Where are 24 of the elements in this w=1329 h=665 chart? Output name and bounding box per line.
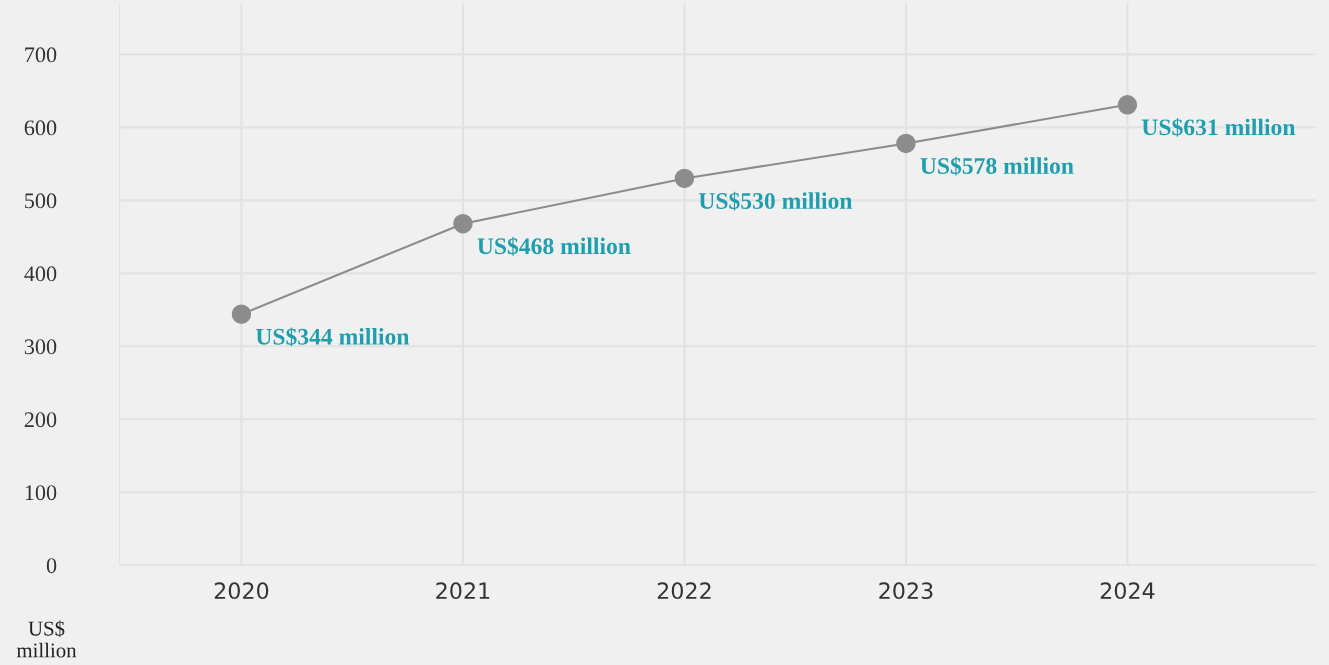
data-label: US$631 million bbox=[1141, 117, 1296, 137]
point bbox=[1117, 95, 1138, 115]
y-tick-label: 400 bbox=[24, 266, 57, 282]
y-tick-label: 200 bbox=[24, 412, 57, 428]
y-tick-label: 100 bbox=[25, 485, 57, 501]
data-label: US$530 million bbox=[698, 191, 853, 211]
x-tick-label: 2023 bbox=[879, 582, 933, 600]
y-axis-title: US$ million bbox=[16, 620, 77, 658]
y-tick-label: 300 bbox=[24, 339, 57, 355]
y-tick-label: 700 bbox=[25, 47, 57, 63]
x-tick-label: 2020 bbox=[214, 582, 269, 600]
point bbox=[896, 133, 916, 154]
data-label: US$344 million bbox=[255, 327, 410, 347]
point bbox=[674, 168, 695, 189]
y-tick-label: 600 bbox=[24, 120, 57, 136]
x-tick-label: 2024 bbox=[1100, 582, 1155, 600]
y-tick-label: 500 bbox=[25, 193, 57, 209]
data-label: US$578 million bbox=[920, 156, 1074, 176]
data-label: US$468 million bbox=[477, 236, 631, 256]
x-tick-label: 2022 bbox=[657, 582, 711, 600]
y-tick-label: 0 bbox=[46, 558, 57, 574]
x-tick-label: 2021 bbox=[436, 582, 490, 600]
point bbox=[453, 213, 473, 234]
point bbox=[231, 304, 252, 324]
